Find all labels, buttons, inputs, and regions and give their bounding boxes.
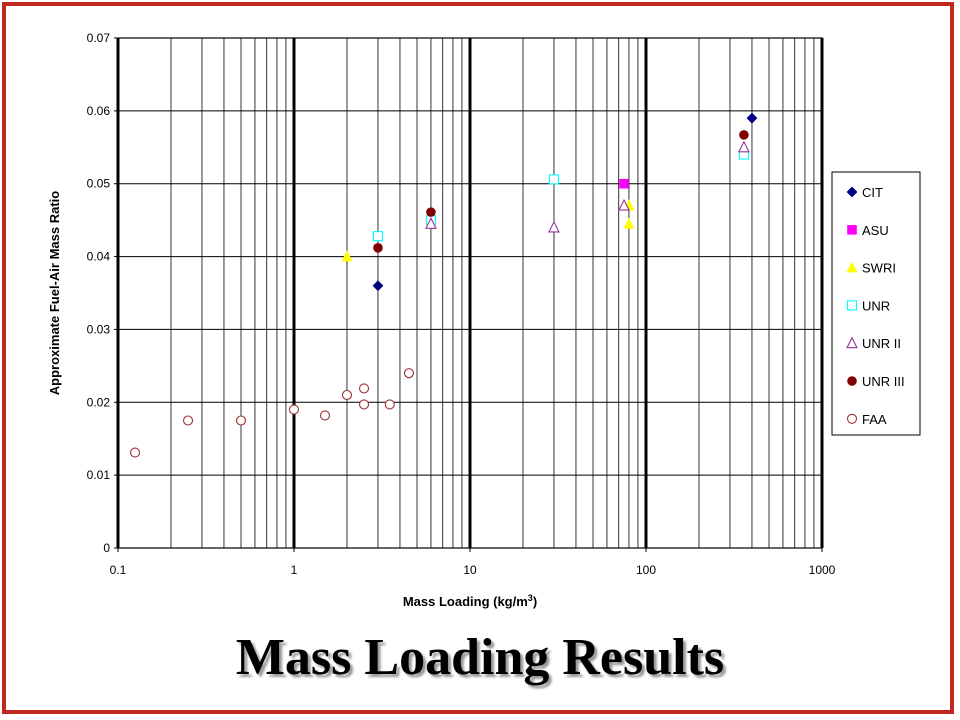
point-unr-iii [739, 130, 749, 140]
point-faa [288, 404, 300, 415]
legend-label-cit: CIT [862, 185, 883, 200]
point-unr-iii [373, 243, 383, 253]
legend-label-unr-iii: UNR III [862, 374, 905, 389]
x-tick-label: 1000 [809, 563, 836, 577]
x-tick-label: 0.1 [110, 563, 127, 577]
y-tick-label: 0 [103, 541, 110, 555]
point-unr-ii [618, 198, 630, 211]
x-axis-label-text: Mass Loading (kg/m [403, 594, 528, 609]
point-faa [319, 410, 331, 421]
point-faa [358, 399, 370, 410]
y-tick-label: 0.07 [87, 31, 111, 45]
point-unr-ii [738, 140, 750, 153]
legend-marker-asu [847, 225, 857, 235]
legend-marker-swri [846, 261, 858, 273]
slide-border-inner [5, 5, 951, 711]
point-faa [403, 368, 415, 379]
point-unr-ii [425, 217, 437, 229]
data-points [130, 112, 758, 458]
legend-marker-faa [846, 413, 858, 424]
point-faa [358, 383, 370, 394]
point-unr [548, 174, 560, 185]
point-cit [746, 112, 758, 124]
point-swri [623, 217, 635, 229]
point-faa [384, 399, 395, 410]
x-axis-ticks: 0.1 1 10 100 1000 [110, 548, 836, 577]
y-axis-ticks: 0 0.01 0.02 0.03 0.04 0.05 0.06 0.07 [87, 31, 118, 555]
y-tick-label: 0.05 [87, 177, 111, 191]
slide-title: Mass Loading Results [235, 629, 725, 686]
y-axis-label: Approximate Fuel-Air Mass Ratio [47, 191, 62, 395]
point-unr-iii [426, 207, 436, 217]
x-tick-label: 1 [291, 563, 298, 577]
legend-box [831, 171, 921, 436]
point-faa [130, 447, 141, 458]
y-tick-label: 0.02 [87, 395, 111, 409]
x-axis-label: Mass Loading (kg/m3) [403, 593, 537, 609]
legend-label-asu: ASU [862, 223, 889, 238]
legend-label-swri: SWRI [862, 261, 896, 276]
x-tick-label: 100 [636, 563, 656, 577]
x-axis-label-sup: 3 [528, 593, 533, 603]
legend: CIT ASU SWRI UNR UNR II UNR III FAA [831, 171, 921, 436]
legend-label-unr: UNR [862, 298, 890, 313]
x-tick-label: 10 [463, 563, 477, 577]
point-unr-ii [548, 220, 560, 233]
point-cit [372, 280, 384, 292]
y-tick-label: 0.01 [87, 468, 111, 482]
grid [116, 37, 824, 549]
point-swri [341, 250, 353, 262]
y-tick-label: 0.04 [87, 250, 111, 264]
legend-label-faa: FAA [862, 412, 887, 427]
point-faa [341, 389, 353, 401]
legend-label-unr-ii: UNR II [862, 336, 901, 351]
y-tick-label: 0.03 [87, 322, 111, 336]
point-faa [182, 415, 194, 426]
legend-marker-cit [846, 186, 858, 198]
point-faa [235, 415, 247, 426]
y-tick-label: 0.06 [87, 104, 111, 118]
scatter-chart: 0 0.01 0.02 0.03 0.04 0.05 0.06 0.07 0.1 1 10 100 1… [47, 31, 921, 609]
legend-marker-unr-iii [847, 376, 857, 386]
x-axis-label-close: ) [533, 594, 537, 609]
legend-marker-unr [846, 300, 858, 311]
point-unr [372, 231, 384, 242]
point-asu [619, 178, 629, 189]
legend-marker-unr-ii [846, 336, 858, 349]
